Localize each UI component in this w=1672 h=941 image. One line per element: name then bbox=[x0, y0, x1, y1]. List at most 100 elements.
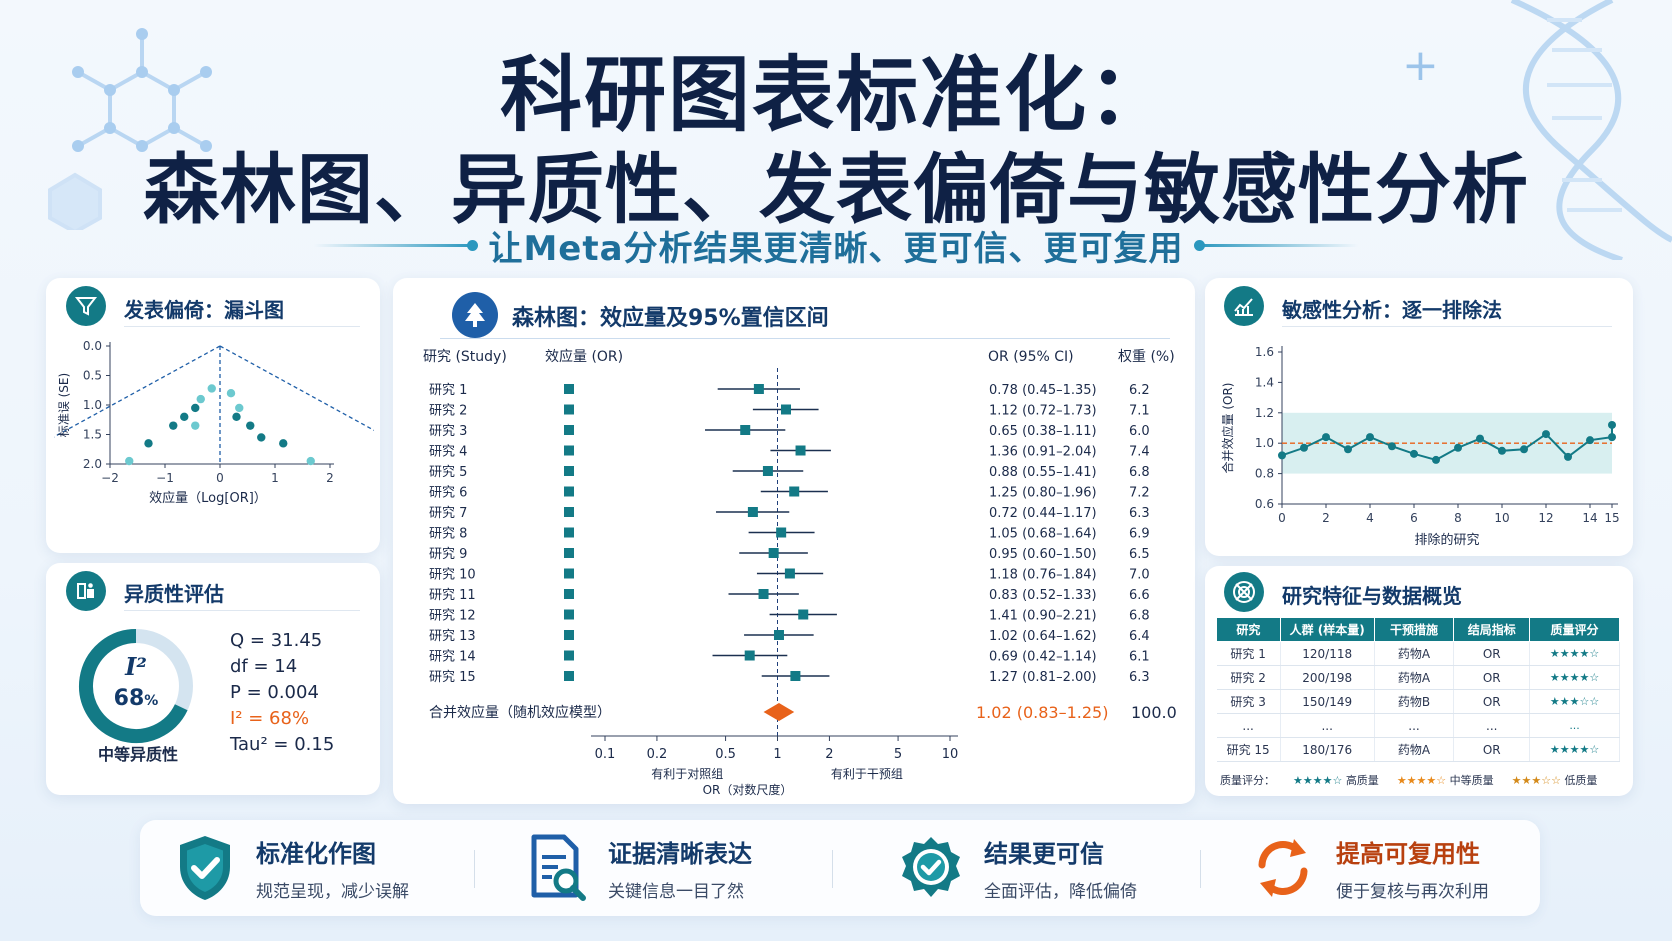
y-tick-label: 1.0 bbox=[83, 398, 102, 412]
feature-title: 证据清晰表达 bbox=[608, 840, 752, 868]
study-effect-marker bbox=[564, 650, 574, 661]
forest-col-study: 研究 (Study) bbox=[423, 349, 507, 365]
funnel-title-rule bbox=[124, 326, 360, 327]
funnel-point bbox=[257, 433, 266, 442]
study-name: 研究 1 bbox=[429, 383, 467, 398]
x-tick-label: 1 bbox=[271, 471, 279, 485]
funnel-point bbox=[235, 403, 244, 413]
i2-value-row: 68% bbox=[100, 686, 172, 711]
stat-tau: Tau² = 0.15 bbox=[230, 734, 335, 755]
y-tick-label: 2.0 bbox=[83, 457, 102, 471]
x-tick-label: 6 bbox=[1410, 511, 1418, 525]
col-study: 研究 bbox=[1216, 617, 1281, 642]
overview-title: 研究特征与数据概览 bbox=[1282, 584, 1462, 608]
feature-separator bbox=[474, 850, 475, 888]
study-point bbox=[790, 671, 801, 681]
quality-legend-high: ★★★★☆ 高质量 bbox=[1293, 772, 1379, 788]
feature-reusability: 提高可复用性 便于复核与再次利用 bbox=[1250, 828, 1489, 908]
study-ci: 1.25 (0.80–1.96) bbox=[989, 486, 1097, 501]
table-row: 研究 3 150/149 药物B OR ★★★☆☆ bbox=[1216, 689, 1620, 714]
page-title-line2: 森林图、异质性、发表偏倚与敏感性分析 bbox=[143, 145, 1529, 234]
funnel-point bbox=[196, 394, 205, 404]
cell: 药物A bbox=[1374, 665, 1455, 690]
legend-text-low: 低质量 bbox=[1564, 774, 1598, 787]
study-weight: 7.0 bbox=[1129, 568, 1150, 583]
y-tick-label: 0.0 bbox=[83, 339, 102, 353]
legend-text-mid: 中等质量 bbox=[1449, 774, 1494, 787]
study-name: 研究 9 bbox=[429, 547, 467, 562]
study-name: 研究 13 bbox=[429, 629, 476, 644]
y-tick-label: 0.6 bbox=[1255, 497, 1274, 511]
study-weight: 6.5 bbox=[1129, 547, 1150, 562]
study-ci: 1.41 (0.90–2.21) bbox=[989, 609, 1097, 624]
i2-label: I² bbox=[125, 652, 147, 681]
cell: OR bbox=[1453, 737, 1531, 762]
page-title-line1: 科研图表标准化： bbox=[499, 48, 1172, 143]
cell: OR bbox=[1453, 665, 1531, 690]
study-weight: 7.1 bbox=[1129, 404, 1150, 419]
col-quality: 质量评分 bbox=[1529, 617, 1620, 642]
study-point bbox=[744, 650, 755, 661]
study-weight: 6.8 bbox=[1129, 465, 1150, 480]
study-name: 研究 11 bbox=[429, 588, 476, 603]
study-point bbox=[780, 404, 791, 415]
y-tick-label: 1.0 bbox=[1255, 436, 1274, 450]
forest-col-effect: 效应量 (OR) bbox=[545, 348, 623, 365]
overview-table: 研究 人群 (样本量) 干预措施 结局指标 质量评分 研究 1 120/118 … bbox=[1216, 617, 1620, 762]
pooled-ci: 1.02 (0.83–1.25) bbox=[976, 703, 1108, 722]
cell: ... bbox=[1216, 713, 1281, 738]
study-name: 研究 4 bbox=[429, 445, 467, 460]
study-name: 研究 10 bbox=[429, 568, 476, 583]
sensitivity-point bbox=[1366, 433, 1374, 442]
funnel-point bbox=[279, 439, 288, 448]
study-ci: 0.95 (0.60–1.50) bbox=[989, 547, 1097, 562]
funnel-card bbox=[46, 278, 380, 553]
study-ci: 1.27 (0.81–2.00) bbox=[989, 670, 1097, 685]
forest-x-tick-label: 2 bbox=[825, 747, 833, 762]
funnel-point bbox=[232, 412, 241, 421]
sensitivity-title-rule bbox=[1282, 326, 1612, 327]
funnel-point bbox=[180, 412, 189, 421]
funnel-point bbox=[144, 439, 153, 448]
study-name: 研究 14 bbox=[429, 650, 476, 665]
x-tick-label: 10 bbox=[1494, 511, 1509, 525]
forest-title-rule bbox=[440, 338, 1170, 339]
study-name: 研究 2 bbox=[429, 404, 467, 419]
funnel-title: 发表偏倚：漏斗图 bbox=[124, 298, 284, 322]
quality-stars: ... bbox=[1529, 713, 1620, 738]
x-tick-label: −1 bbox=[156, 471, 174, 485]
funnel-right-boundary bbox=[219, 345, 374, 432]
cell: 研究 3 bbox=[1216, 689, 1281, 714]
sensitivity-point bbox=[1608, 420, 1616, 429]
shield-check-icon bbox=[180, 836, 230, 900]
stat-df: df = 14 bbox=[230, 656, 298, 677]
study-point bbox=[768, 548, 779, 558]
overview-header-row: 研究 人群 (样本量) 干预措施 结局指标 质量评分 bbox=[1216, 617, 1620, 642]
study-ci: 0.69 (0.42–1.14) bbox=[989, 650, 1097, 665]
cell: 180/176 bbox=[1280, 737, 1375, 762]
cell: ... bbox=[1374, 713, 1455, 738]
study-weight: 7.2 bbox=[1129, 486, 1150, 501]
x-tick-label: 0 bbox=[216, 471, 224, 485]
study-point bbox=[740, 425, 751, 435]
study-weight: 6.3 bbox=[1129, 670, 1150, 685]
funnel-point bbox=[191, 403, 200, 413]
sensitivity-point bbox=[1542, 430, 1550, 439]
study-ci: 1.05 (0.68–1.64) bbox=[989, 527, 1097, 542]
study-ci: 1.18 (0.76–1.84) bbox=[989, 568, 1097, 583]
study-ci: 0.83 (0.52–1.33) bbox=[989, 588, 1097, 603]
x-tick-label: 2 bbox=[1322, 511, 1330, 525]
study-name: 研究 12 bbox=[429, 609, 476, 624]
sensitivity-point bbox=[1476, 434, 1484, 443]
col-intervention: 干预措施 bbox=[1373, 617, 1455, 642]
document-search-icon bbox=[531, 834, 586, 901]
funnel-point bbox=[191, 421, 200, 430]
funnel-left-boundary bbox=[54, 345, 221, 438]
cell: OR bbox=[1453, 641, 1531, 666]
funnel-point bbox=[207, 384, 216, 393]
study-point bbox=[773, 630, 784, 640]
i2-donut-gauge bbox=[79, 629, 193, 743]
study-point bbox=[747, 507, 758, 517]
x-axis-label: 排除的研究 bbox=[1414, 532, 1479, 548]
funnel-point bbox=[226, 389, 236, 398]
